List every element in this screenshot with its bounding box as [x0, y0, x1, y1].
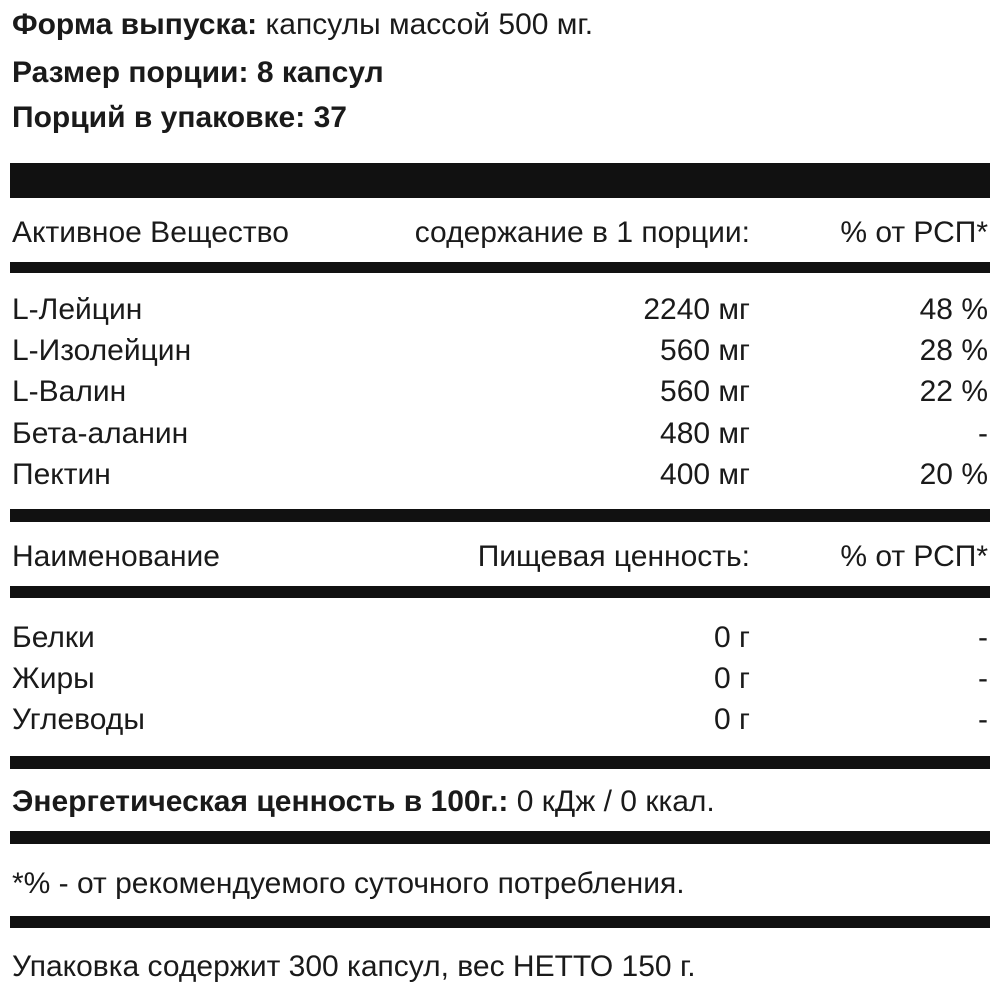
- form-label: Форма выпуска:: [12, 8, 258, 41]
- active-col-pct: % от РСП*: [840, 216, 988, 249]
- nutrition-row-pct: -: [978, 703, 988, 736]
- energy-label: Энергетическая ценность в 100г.:: [12, 785, 509, 818]
- servings-line: Порций в упаковке: 37: [12, 100, 347, 136]
- package-info: Упаковка содержит 300 капсул, вес НЕТТО …: [12, 950, 696, 983]
- form-value: капсулы массой 500 мг.: [265, 8, 594, 41]
- nutrition-col-amount: Пищевая ценность:: [477, 540, 750, 573]
- nutrition-row-pct: -: [978, 662, 988, 695]
- active-row-amount: 400 мг: [660, 457, 750, 491]
- nutrition-col-name: Наименование: [12, 540, 220, 573]
- divider: [10, 509, 990, 522]
- form-line: Форма выпуска: капсулы массой 500 мг.: [12, 7, 593, 43]
- nutrition-row-pct: -: [978, 621, 988, 654]
- divider: [10, 756, 990, 769]
- active-row-name: Пектин: [12, 457, 111, 491]
- nutrition-row-amount: 0 г: [714, 662, 750, 695]
- nutrition-row-name: Жиры: [12, 662, 95, 695]
- footnote: *% - от рекомендуемого суточного потребл…: [12, 867, 685, 900]
- active-row-amount: 480 мг: [660, 416, 750, 450]
- active-row-name: L-Лейцин: [12, 293, 143, 326]
- active-row-amount: 2240 мг: [643, 293, 750, 326]
- divider: [10, 916, 990, 928]
- energy-line: Энергетическая ценность в 100г.: 0 кДж /…: [12, 784, 715, 820]
- energy-value: 0 кДж / 0 ккал.: [516, 785, 715, 818]
- divider: [10, 831, 990, 844]
- serving-value: 8 капсул: [256, 56, 384, 89]
- divider: [10, 163, 990, 198]
- active-row-pct: 28 %: [919, 334, 988, 368]
- active-col-name: Активное Вещество: [12, 216, 289, 249]
- active-row-name: L-Изолейцин: [12, 334, 192, 368]
- serving-label: Размер порции:: [12, 56, 249, 89]
- nutrition-row-name: Белки: [12, 621, 95, 654]
- nutrition-row-amount: 0 г: [714, 621, 750, 654]
- divider: [10, 586, 990, 598]
- active-col-amount: содержание в 1 порции:: [414, 216, 750, 249]
- servings-value: 37: [313, 101, 347, 134]
- nutrition-col-pct: % от РСП*: [840, 540, 988, 573]
- active-row-pct: 20 %: [919, 457, 988, 491]
- nutrition-row-amount: 0 г: [714, 703, 750, 736]
- active-row-pct: -: [978, 416, 988, 450]
- serving-line: Размер порции: 8 капсул: [12, 55, 384, 91]
- active-row-name: L-Валин: [12, 375, 127, 409]
- nutrition-row-name: Углеводы: [12, 703, 145, 736]
- active-row-pct: 48 %: [919, 293, 988, 326]
- active-row-amount: 560 мг: [660, 334, 750, 368]
- active-row-amount: 560 мг: [660, 375, 750, 409]
- active-row-name: Бета-аланин: [12, 416, 189, 450]
- active-row-pct: 22 %: [919, 375, 988, 409]
- servings-label: Порций в упаковке:: [12, 101, 306, 134]
- divider: [10, 262, 990, 273]
